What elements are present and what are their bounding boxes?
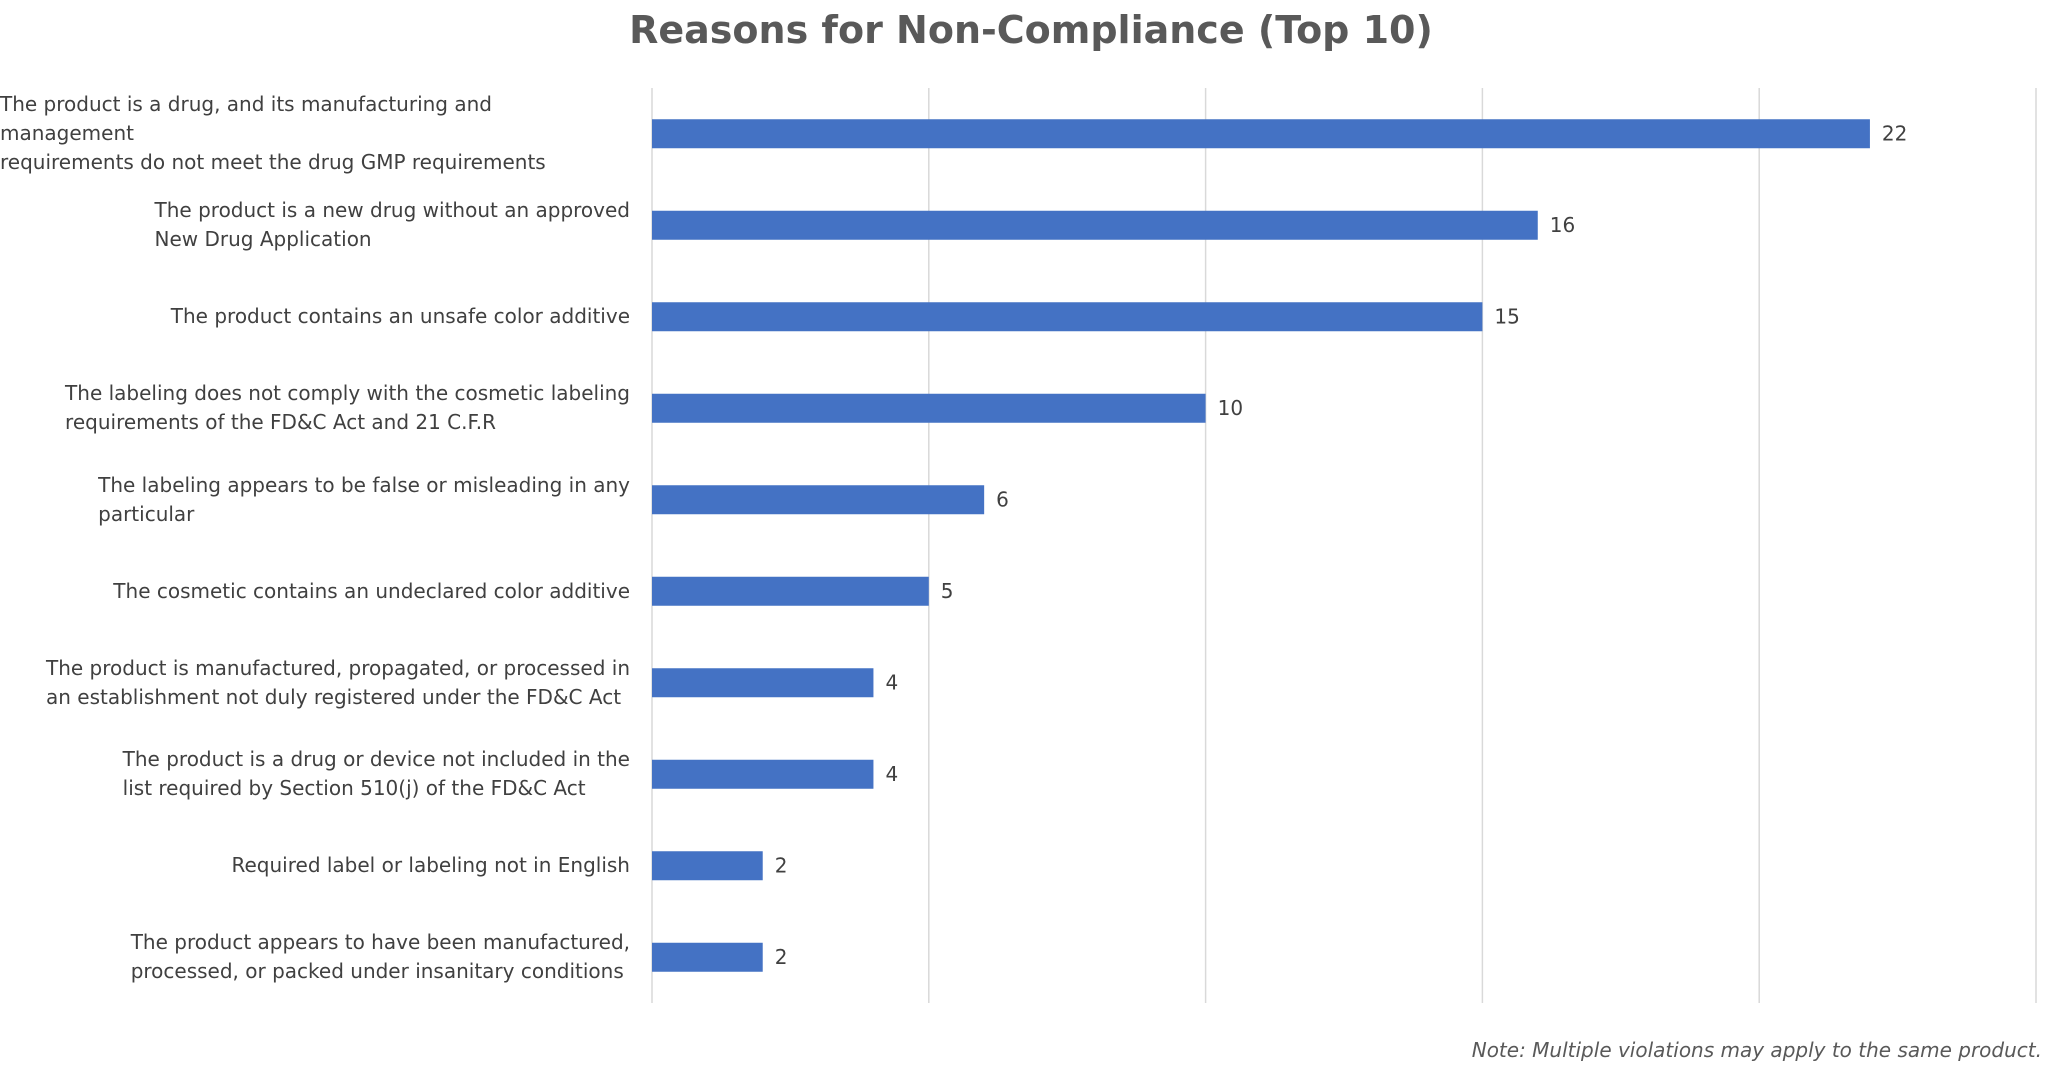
bar	[652, 851, 763, 881]
bar	[652, 302, 1483, 332]
value-label: 10	[1218, 396, 1243, 420]
value-label: 5	[941, 579, 954, 603]
category-label: The product is manufactured, propagated,…	[0, 637, 630, 729]
note: Note: Multiple violations may apply to t…	[1471, 1038, 2042, 1062]
category-text: The product is a drug, and its manufactu…	[0, 92, 546, 175]
category-text: The labeling appears to be false or misl…	[98, 472, 630, 526]
category-text: The labeling does not comply with the co…	[65, 381, 630, 435]
value-label: 4	[885, 762, 898, 786]
bar	[652, 942, 763, 972]
category-label: The labeling appears to be false or misl…	[0, 454, 630, 546]
value-label: 2	[775, 853, 788, 877]
category-label: The product is a drug, and its manufactu…	[0, 88, 630, 180]
category-label: The labeling does not comply with the co…	[0, 363, 630, 455]
category-label: The product is a drug or device not incl…	[0, 729, 630, 821]
bar	[652, 759, 874, 789]
category-label: The cosmetic contains an undeclared colo…	[0, 546, 630, 638]
category-label: The product appears to have been manufac…	[0, 912, 630, 1004]
value-label: 6	[996, 487, 1009, 511]
value-label: 4	[885, 670, 898, 694]
value-label: 22	[1882, 121, 1907, 145]
bar	[652, 576, 929, 606]
category-text: The product is a drug or device not incl…	[122, 747, 630, 801]
bar	[652, 485, 985, 515]
chart-title: Reasons for Non-Compliance (Top 10)	[629, 8, 1433, 52]
category-label: The product contains an unsafe color add…	[0, 271, 630, 363]
category-text: The product contains an unsafe color add…	[170, 304, 630, 329]
bar	[652, 119, 1870, 149]
value-label: 16	[1550, 213, 1575, 237]
category-text: The product is a new drug without an app…	[154, 198, 630, 252]
category-text: Required label or labeling not in Englis…	[231, 853, 631, 878]
bar	[652, 210, 1538, 240]
bar	[652, 668, 874, 698]
category-label: Required label or labeling not in Englis…	[0, 820, 631, 912]
value-label: 15	[1494, 304, 1519, 328]
bar	[652, 393, 1206, 423]
category-text: The cosmetic contains an undeclared colo…	[113, 578, 630, 603]
category-label: The product is a new drug without an app…	[0, 180, 630, 272]
category-text: The product is manufactured, propagated,…	[45, 655, 630, 709]
value-label: 2	[775, 945, 788, 969]
category-text: The product appears to have been manufac…	[130, 930, 630, 984]
